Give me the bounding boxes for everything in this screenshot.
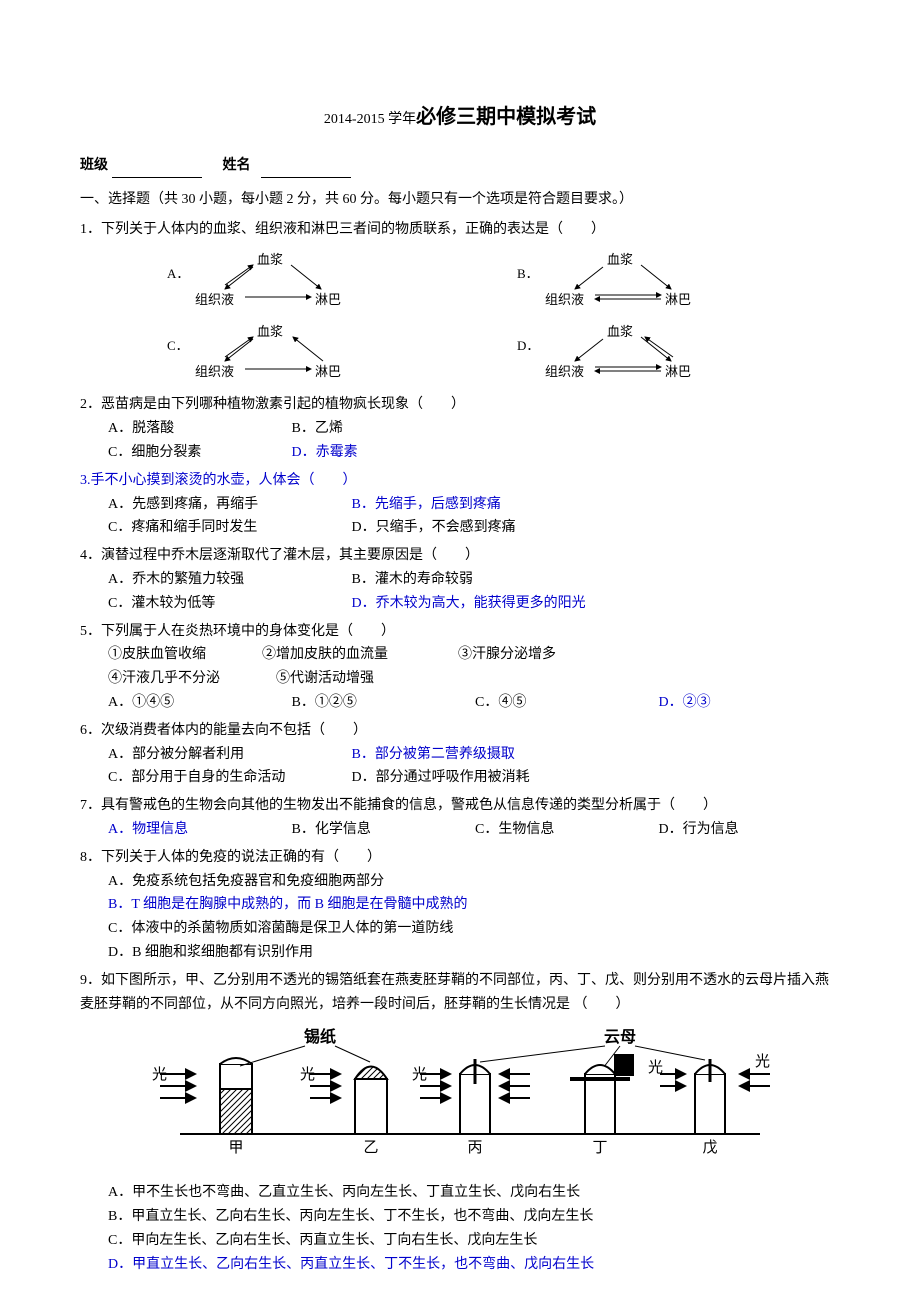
q3-text: 3.手不小心摸到滚烫的水壶，人体会（ ） — [80, 473, 357, 488]
q9-options: A．甲不生长也不弯曲、乙直立生长、丙向左生长、丁直立生长、戊向右生长 B．甲直立… — [80, 1181, 840, 1276]
q1-diagrams-2: C． 血浆 组织液 淋巴 D． 血浆 组织液 淋巴 — [80, 317, 840, 389]
q2-opt-A: A．脱落酸 — [108, 417, 268, 441]
q3-opt-A: A．先感到疼痛，再缩手 — [108, 493, 328, 517]
q1-label-D: D． — [517, 335, 539, 357]
q2-opt-D: D．赤霉素 — [292, 441, 452, 465]
q4-opt-D: D．乔木较为高大，能获得更多的阳光 — [352, 592, 586, 616]
q5-opt-C: C．④⑤ — [475, 691, 635, 715]
q8-opt-A: A．免疫系统包括免疫器官和免疫细胞两部分 — [108, 870, 840, 894]
class-label: 班级 — [80, 158, 108, 173]
q9-jia-label: 甲 — [228, 1140, 243, 1156]
q9-foil-label: 锡纸 — [304, 1027, 336, 1046]
q9-light-wu-l: 光 — [648, 1059, 663, 1076]
q9-wu-icon — [695, 1059, 725, 1134]
q4-text: 4．演替过程中乔木层逐渐取代了灌木层，其主要原因是（ ） — [80, 548, 479, 563]
q1-text: 1．下列关于人体内的血浆、组织液和淋巴三者间的物质联系，正确的表达是（ ） — [80, 222, 605, 237]
question-2: 2．恶苗病是由下列哪种植物激素引起的植物疯长现象（ ） A．脱落酸 B．乙烯 C… — [80, 393, 840, 464]
question-5: 5．下列属于人在炎热环境中的身体变化是（ ） ①皮肤血管收缩 ②增加皮肤的血流量… — [80, 620, 840, 715]
question-4: 4．演替过程中乔木层逐渐取代了灌木层，其主要原因是（ ） A．乔木的繁殖力较强 … — [80, 544, 840, 615]
question-3: 3.手不小心摸到滚烫的水壶，人体会（ ） A．先感到疼痛，再缩手 B．先缩手，后… — [80, 469, 840, 540]
q7-text: 7．具有警戒色的生物会向其他的生物发出不能捕食的信息，警戒色从信息传递的类型分析… — [80, 798, 717, 813]
q9-opt-D: D．甲直立生长、乙向右生长、丙直立生长、丁不生长，也不弯曲、戊向右生长 — [108, 1253, 840, 1277]
q6-opt-C: C．部分用于自身的生命活动 — [108, 766, 328, 790]
q4-opt-B: B．灌木的寿命较弱 — [352, 568, 572, 592]
q9-bing-icon — [460, 1059, 490, 1134]
q7-opt-C: C．生物信息 — [475, 818, 635, 842]
q5-opt-B: B．①②⑤ — [292, 691, 452, 715]
q8-opt-C: C．体液中的杀菌物质如溶菌酶是保卫人体的第一道防线 — [108, 917, 840, 941]
question-8: 8．下列关于人体的免疫的说法正确的有（ ） A．免疫系统包括免疫器官和免疫细胞两… — [80, 846, 840, 965]
q9-light-wu-r: 光 — [755, 1053, 770, 1070]
q9-yi-label: 乙 — [363, 1140, 378, 1156]
q2-opt-C: C．细胞分裂素 — [108, 441, 268, 465]
q5-items-1: ①皮肤血管收缩 ②增加皮肤的血流量 ③汗腺分泌增多 — [80, 643, 840, 667]
q1-label-A: A． — [167, 263, 189, 285]
title-prefix: 2014-2015 学年 — [324, 112, 416, 127]
q1-label-C: C． — [167, 335, 189, 357]
q7-opt-A: A．物理信息 — [108, 818, 268, 842]
q9-jia-icon — [220, 1058, 252, 1134]
q8-text: 8．下列关于人体的免疫的说法正确的有（ ） — [80, 850, 381, 865]
q1-diagram-B: B． 血浆 组织液 淋巴 — [545, 251, 725, 311]
q9-svg: 甲 光 锡纸 乙 光 丙 光 云母 丁 — [140, 1024, 780, 1164]
question-9: 9．如下图所示，甲、乙分别用不透光的锡箔纸套在燕麦胚芽鞘的不同部位，丙、丁、戊、… — [80, 969, 840, 1017]
page-title: 2014-2015 学年必修三期中模拟考试 — [80, 100, 840, 134]
q9-opt-A: A．甲不生长也不弯曲、乙直立生长、丙向左生长、丁直立生长、戊向右生长 — [108, 1181, 840, 1205]
q9-ding-label: 丁 — [592, 1140, 607, 1156]
q5-opt-D: D．②③ — [659, 691, 819, 715]
q2-text: 2．恶苗病是由下列哪种植物激素引起的植物疯长现象（ ） — [80, 397, 465, 412]
q1-diagram-D: D． 血浆 组织液 淋巴 — [545, 323, 725, 383]
q6-text: 6．次级消费者体内的能量去向不包括（ ） — [80, 723, 367, 738]
q9-yi-icon — [355, 1067, 387, 1135]
q9-light-left: 光 — [152, 1066, 167, 1083]
q5-opt-A: A．①④⑤ — [108, 691, 268, 715]
q9-wu-label: 戊 — [702, 1139, 717, 1156]
title-main: 必修三期中模拟考试 — [416, 106, 596, 128]
q9-ding-cap-icon — [614, 1054, 634, 1076]
name-blank[interactable] — [261, 163, 351, 178]
q6-opt-B: B．部分被第二营养级摄取 — [352, 743, 572, 767]
q1-label-B: B． — [517, 263, 539, 285]
q5-text: 5．下列属于人在炎热环境中的身体变化是（ ） — [80, 624, 395, 639]
q4-opt-C: C．灌木较为低等 — [108, 592, 328, 616]
q8-opt-D: D．B 细胞和浆细胞都有识别作用 — [108, 941, 840, 965]
q2-opt-B: B．乙烯 — [292, 417, 452, 441]
q3-opt-D: D．只缩手，不会感到疼痛 — [352, 516, 572, 540]
q1-diagrams: A． 血浆 组织液 淋巴 B． 血浆 组织液 淋巴 — [80, 245, 840, 317]
question-6: 6．次级消费者体内的能量去向不包括（ ） A．部分被分解者利用 B．部分被第二营… — [80, 719, 840, 790]
q7-opt-B: B．化学信息 — [292, 818, 452, 842]
q3-opt-B: B．先缩手，后感到疼痛 — [352, 493, 572, 517]
q6-opt-A: A．部分被分解者利用 — [108, 743, 328, 767]
name-label: 姓名 — [223, 158, 251, 173]
class-blank[interactable] — [112, 163, 202, 178]
q1-diagram-A: A． 血浆 组织液 淋巴 — [195, 251, 375, 311]
question-7: 7．具有警戒色的生物会向其他的生物发出不能捕食的信息，警戒色从信息传递的类型分析… — [80, 794, 840, 842]
q9-light-yi: 光 — [300, 1066, 315, 1083]
q9-opt-C: C．甲向左生长、乙向右生长、丙直立生长、丁向右生长、戊向左生长 — [108, 1229, 840, 1253]
question-1: 1．下列关于人体内的血浆、组织液和淋巴三者间的物质联系，正确的表达是（ ） — [80, 218, 840, 242]
q9-mica-label: 云母 — [604, 1028, 636, 1046]
q9-text: 9．如下图所示，甲、乙分别用不透光的锡箔纸套在燕麦胚芽鞘的不同部位，丙、丁、戊、… — [80, 973, 829, 1012]
q7-opt-D: D．行为信息 — [659, 818, 819, 842]
q9-light-bing-l: 光 — [412, 1066, 427, 1083]
q8-opt-B: B．T 细胞是在胸腺中成熟的，而 B 细胞是在骨髓中成熟的 — [108, 893, 840, 917]
q3-opt-C: C．疼痛和缩手同时发生 — [108, 516, 328, 540]
q9-opt-B: B．甲直立生长、乙向右生长、丙向左生长、丁不生长，也不弯曲、戊向左生长 — [108, 1205, 840, 1229]
q9-figure: 甲 光 锡纸 乙 光 丙 光 云母 丁 — [80, 1024, 840, 1173]
q1-diagram-C: C． 血浆 组织液 淋巴 — [195, 323, 375, 383]
student-header: 班级 姓名 — [80, 154, 840, 178]
q4-opt-A: A．乔木的繁殖力较强 — [108, 568, 328, 592]
q6-opt-D: D．部分通过呼吸作用被消耗 — [352, 766, 572, 790]
q9-bing-label: 丙 — [467, 1140, 482, 1156]
section-1-instructions: 一、选择题（共 30 小题，每小题 2 分，共 60 分。每小题只有一个选项是符… — [80, 188, 840, 212]
q5-items-2: ④汗液几乎不分泌 ⑤代谢活动增强 — [80, 667, 840, 691]
